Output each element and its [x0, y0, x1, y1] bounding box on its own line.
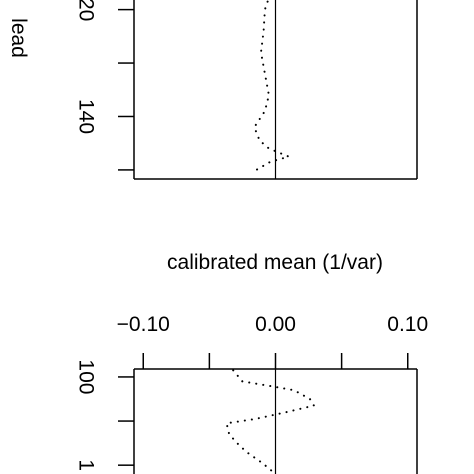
top-y-axis-label: lead — [7, 18, 30, 58]
bottom-chart-title: calibrated mean (1/var) — [167, 251, 383, 274]
bottom-x-tick-label: 0.00 — [255, 313, 296, 336]
top-series-line — [250, 0, 292, 174]
bottom-panel: −0.10 0.00 0.10 100 1 — [75, 313, 428, 474]
bottom-x-tick-label: −0.10 — [117, 313, 170, 336]
top-series-dotted — [250, 0, 292, 174]
bottom-y-tick-label: 100 — [75, 359, 98, 394]
top-y-tick-label: 140 — [75, 99, 98, 134]
top-y-axis: 20 140 — [75, 0, 134, 171]
bottom-y-axis: 100 1 — [75, 359, 134, 471]
bottom-series-line — [225, 369, 316, 473]
bottom-series-dotted — [225, 369, 316, 473]
bottom-x-axis: −0.10 0.00 0.10 — [117, 313, 428, 369]
bottom-y-tick-label: 1 — [75, 459, 98, 471]
top-y-tick-label: 20 — [75, 0, 98, 21]
top-panel: 20 140 lead — [7, 0, 418, 180]
bottom-x-tick-label: 0.10 — [387, 313, 428, 336]
